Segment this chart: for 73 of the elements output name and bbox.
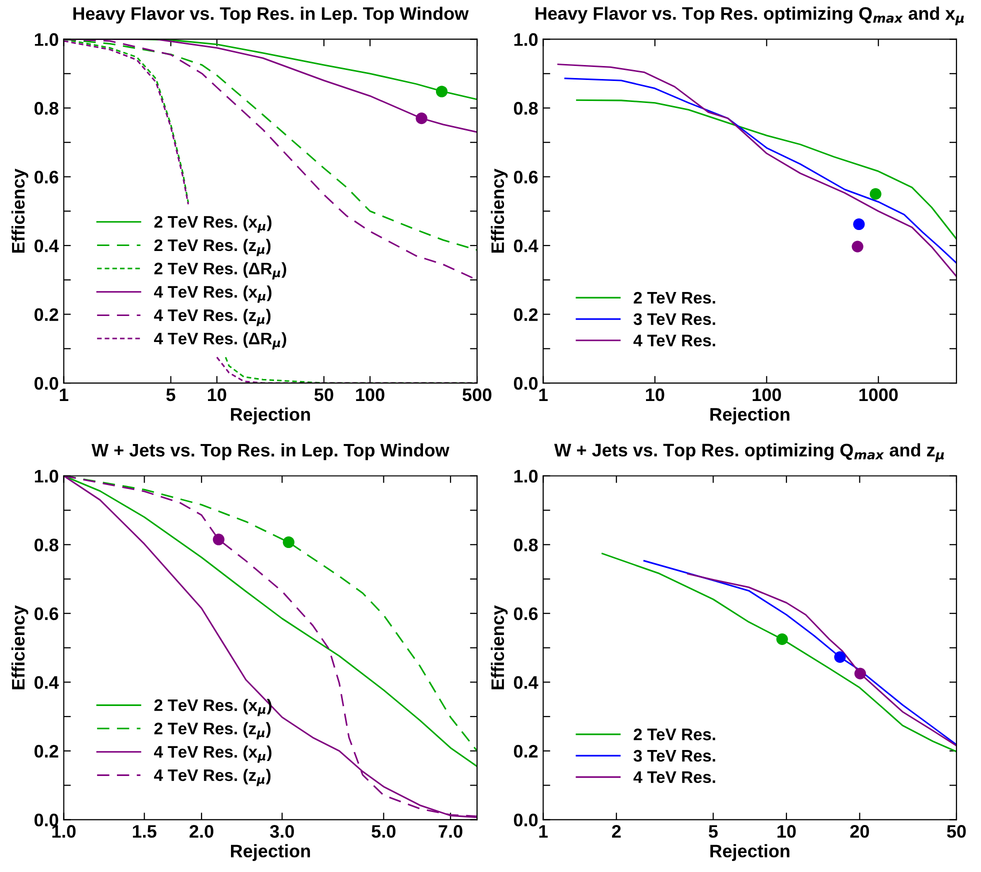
chart-title: Heavy Flavor vs. Top Res. optimizing Q$_{max}$ and x$_{μ}$ bbox=[536, 6, 964, 26]
y-tick-label: 0.2 bbox=[34, 744, 58, 758]
y-tick-label: 0.6 bbox=[34, 170, 58, 184]
chart-title: W + Jets vs. Top Res. optimizing Q$_{max}$ and z$_{μ}$ bbox=[554, 443, 944, 462]
y-axis-title: Efficiency bbox=[490, 605, 508, 690]
y-tick-label: 0.4 bbox=[34, 676, 59, 689]
y-tick-label: 0.4 bbox=[34, 239, 59, 252]
x-tick-label: 1000 bbox=[859, 388, 898, 402]
x-tick-label: 50 bbox=[314, 388, 334, 402]
chart-title: W + Jets vs. Top Res. in Lep. Top Window bbox=[92, 443, 450, 460]
x-tick-label: 10 bbox=[646, 388, 664, 402]
y-tick-label: 1.0 bbox=[514, 470, 538, 483]
x-tick-label: 5 bbox=[708, 825, 718, 838]
legend-label: 4 TeV Res. bbox=[633, 334, 716, 346]
x-tick-label: 7.0 bbox=[438, 825, 462, 838]
y-tick-label: 0.8 bbox=[514, 538, 538, 552]
x-axis-title: Rejection bbox=[710, 844, 790, 861]
legend-label: 4 TeV Res. (x$_{μ}$) bbox=[154, 746, 272, 763]
x-tick-label: 3.0 bbox=[270, 825, 294, 838]
y-tick-label: 0.8 bbox=[514, 102, 538, 115]
x-tick-label: 2.0 bbox=[190, 825, 214, 838]
x-tick-label: 1.5 bbox=[132, 825, 156, 838]
legend-label: 3 TeV Res. bbox=[634, 313, 716, 326]
x-tick-label: 5 bbox=[166, 388, 176, 402]
legend-label: 2 TeV Res. (z$_{μ}$) bbox=[154, 722, 270, 740]
y-axis-title: Efficiency bbox=[11, 605, 28, 690]
y-tick-label: 0.4 bbox=[514, 239, 538, 252]
x-tick-label: 1 bbox=[539, 388, 548, 401]
x-axis-title: Rejection bbox=[230, 844, 310, 861]
y-tick-label: 0.0 bbox=[34, 814, 58, 826]
y-tick-label: 0.2 bbox=[34, 308, 58, 322]
x-tick-label: 2 bbox=[612, 825, 621, 838]
y-tick-label: 1.0 bbox=[34, 470, 58, 483]
chart-title: Heavy Flavor vs. Top Res. in Lep. Top Window bbox=[73, 6, 469, 24]
legend-label: 4 TeV Res. (z$_{μ}$) bbox=[154, 308, 270, 326]
y-tick-label: 0.6 bbox=[34, 607, 58, 620]
y-tick-label: 0.0 bbox=[34, 376, 58, 390]
x-axis-title: Rejection bbox=[710, 408, 790, 424]
legend-label: 2 TeV Res. (z$_{μ}$) bbox=[154, 238, 270, 256]
y-tick-label: 0.0 bbox=[514, 814, 538, 826]
x-tick-label: 10 bbox=[778, 825, 796, 838]
legend-label: 4 TeV Res. (ΔR$_{μ}$) bbox=[154, 332, 286, 350]
y-axis-title: Efficiency bbox=[490, 168, 508, 253]
y-tick-label: 0.0 bbox=[514, 376, 538, 390]
legend-label: 4 TeV Res. (z$_{μ}$) bbox=[154, 768, 270, 786]
x-tick-label: 5.0 bbox=[372, 825, 396, 838]
x-tick-label: 1 bbox=[60, 388, 68, 401]
legend-label: 3 TeV Res. bbox=[634, 750, 716, 762]
x-tick-label: 100 bbox=[356, 388, 384, 402]
x-axis-title: Rejection bbox=[230, 408, 310, 424]
legend-label: 2 TeV Res. bbox=[634, 728, 716, 740]
legend-label: 4 TeV Res. bbox=[633, 771, 716, 784]
x-tick-label: 50 bbox=[946, 825, 966, 838]
y-axis-title: Efficiency bbox=[11, 168, 28, 253]
y-tick-label: 0.6 bbox=[514, 170, 538, 184]
y-tick-label: 0.4 bbox=[514, 676, 538, 689]
x-tick-label: 1.0 bbox=[52, 825, 76, 838]
x-tick-label: 10 bbox=[208, 388, 226, 402]
y-tick-label: 0.6 bbox=[514, 607, 538, 620]
y-tick-label: 0.2 bbox=[514, 744, 538, 758]
legend-label: 2 TeV Res. bbox=[634, 292, 716, 304]
y-tick-label: 0.2 bbox=[514, 308, 538, 322]
x-tick-label: 500 bbox=[462, 388, 492, 402]
y-tick-label: 1.0 bbox=[514, 33, 538, 46]
x-tick-label: 100 bbox=[752, 388, 781, 402]
legend-label: 2 TeV Res. (ΔR$_{μ}$) bbox=[154, 262, 286, 280]
legend-label: 4 TeV Res. (x$_{μ}$) bbox=[154, 286, 272, 303]
y-tick-label: 0.8 bbox=[34, 538, 58, 552]
legend-label: 2 TeV Res. (x$_{μ}$) bbox=[154, 216, 272, 233]
y-tick-label: 1.0 bbox=[34, 33, 58, 46]
x-tick-label: 1 bbox=[539, 825, 548, 838]
y-tick-label: 0.8 bbox=[34, 102, 58, 115]
x-tick-label: 20 bbox=[850, 825, 869, 838]
